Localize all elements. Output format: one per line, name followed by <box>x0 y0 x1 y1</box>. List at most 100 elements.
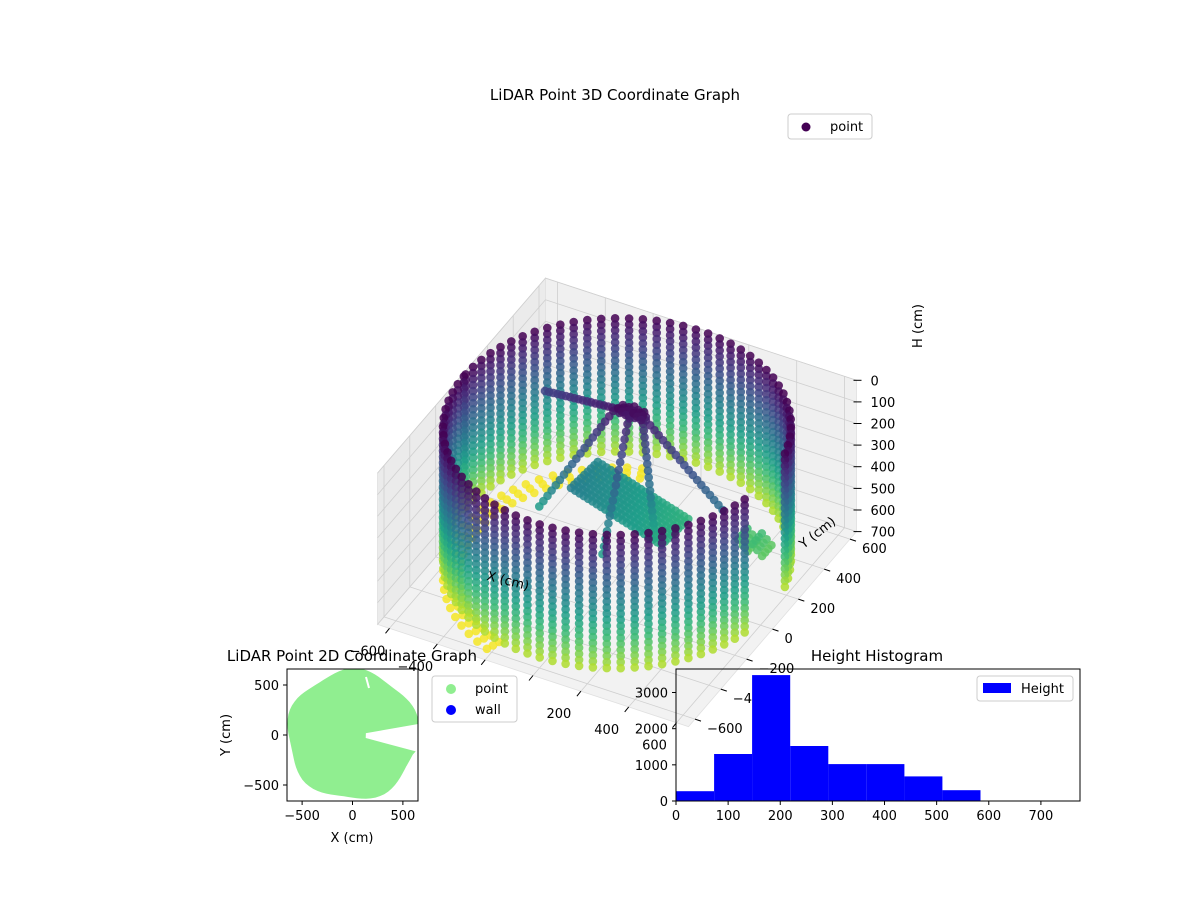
point-3d <box>610 332 620 341</box>
point-3d <box>754 400 764 410</box>
point-3d <box>740 616 749 625</box>
point-3d <box>630 645 639 654</box>
point-3d <box>530 382 539 391</box>
point-3d <box>745 484 755 494</box>
point-3d <box>715 358 724 367</box>
point-3d <box>583 327 592 337</box>
point-3d <box>715 430 724 440</box>
point-3d <box>535 526 544 535</box>
point-3d <box>657 611 667 620</box>
point-3d <box>616 603 625 612</box>
y-tick-label-3d: 400 <box>836 572 861 587</box>
point-3d <box>684 647 693 657</box>
point-3d <box>644 613 653 622</box>
point-3d <box>457 472 467 482</box>
point-3d <box>556 399 565 408</box>
point-3d <box>754 461 764 470</box>
point-3d <box>616 542 625 552</box>
point-3d <box>703 335 713 345</box>
point-3d <box>535 580 544 590</box>
point-3d <box>665 343 675 352</box>
point-3d <box>523 637 532 646</box>
point-3d <box>588 632 598 642</box>
y-tick-label-3d: 0 <box>784 632 792 647</box>
point-3d <box>762 371 771 381</box>
point-3d <box>574 582 584 592</box>
point-3d <box>523 600 532 610</box>
point-3d <box>715 443 724 452</box>
point-3d <box>616 573 625 582</box>
point-3d <box>719 549 729 558</box>
point-3d <box>719 506 729 516</box>
point-3d <box>556 350 565 360</box>
point-3d <box>644 655 653 665</box>
point-3d <box>530 400 539 409</box>
h-tick-label-3d: 0 <box>870 374 878 389</box>
x-tick-label-3d: −400 <box>397 660 433 675</box>
point-3d <box>561 586 570 596</box>
point-3d <box>511 626 521 635</box>
y-tick-label-3d: 200 <box>810 602 835 617</box>
point-3d <box>719 597 729 607</box>
point-3d <box>457 557 467 566</box>
point-3d <box>610 423 620 432</box>
point-3d <box>730 604 740 613</box>
point-3d <box>486 463 495 473</box>
point-3d <box>543 341 552 351</box>
point-3d <box>468 465 478 475</box>
point-3d <box>518 338 527 347</box>
point-3d <box>638 375 648 385</box>
point-3d <box>754 485 764 495</box>
point-3d <box>636 415 646 425</box>
point-3d <box>745 363 755 373</box>
legend-2d-label-point: point <box>475 682 508 697</box>
point-3d <box>490 615 499 624</box>
point-3d <box>745 406 755 415</box>
point-3d <box>508 498 517 508</box>
tick-3d <box>385 627 390 634</box>
x-tick-label-3d: −600 <box>350 644 386 659</box>
point-3d <box>574 589 584 598</box>
point-3d <box>678 364 688 373</box>
point-3d <box>753 545 762 555</box>
point-3d <box>444 396 453 406</box>
point-3d <box>616 591 625 600</box>
point-3d <box>762 456 771 466</box>
point-3d <box>588 638 598 648</box>
point-3d <box>696 571 706 580</box>
point-3d <box>496 439 505 449</box>
point-3d <box>696 522 706 532</box>
point-3d <box>472 596 481 605</box>
point-3d <box>569 432 578 442</box>
point-3d <box>464 480 473 489</box>
histogram-bar <box>676 791 715 801</box>
point-3d <box>715 412 724 422</box>
point-3d <box>523 606 532 616</box>
point-3d <box>518 447 527 456</box>
point-3d <box>745 436 755 446</box>
point-3d <box>754 406 764 416</box>
point-3d <box>496 403 505 412</box>
point-3d <box>691 458 701 467</box>
point-3d <box>574 607 584 616</box>
point-3d <box>762 486 771 496</box>
point-3d <box>696 565 706 574</box>
point-3d <box>490 572 499 582</box>
point-3d <box>610 344 620 353</box>
point-3d <box>657 532 667 542</box>
point-3d <box>616 585 625 594</box>
point-3d <box>736 454 746 463</box>
point-3d <box>490 609 499 618</box>
point-3d <box>500 530 510 539</box>
h-tick-label-3d: 100 <box>870 396 895 411</box>
point-3d <box>490 512 499 521</box>
point-3d <box>768 373 778 382</box>
point-3d <box>665 409 675 419</box>
point-3d <box>468 368 478 378</box>
point-3d <box>556 344 565 354</box>
point-3d <box>652 389 661 398</box>
point-3d <box>569 384 578 393</box>
point-3d <box>511 529 521 539</box>
point-3d <box>665 391 675 401</box>
